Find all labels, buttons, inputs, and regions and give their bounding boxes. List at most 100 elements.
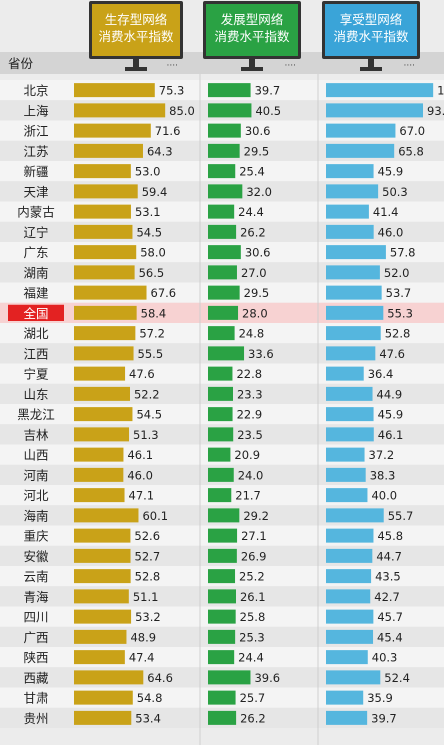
data-bar xyxy=(326,123,396,138)
data-value-label: 52.7 xyxy=(135,549,161,563)
data-bar xyxy=(326,407,374,422)
column-header-title: 发展型网络 xyxy=(221,12,284,27)
header-dots: ···· xyxy=(167,61,178,71)
data-bar xyxy=(208,528,238,543)
column-header-title: 享受型网络 xyxy=(340,12,403,27)
data-value-label: 71.6 xyxy=(155,124,181,138)
data-value-label: 33.6 xyxy=(248,347,274,361)
data-bar xyxy=(208,690,236,705)
data-value-label: 53.1 xyxy=(135,205,161,219)
data-value-label: 60.1 xyxy=(142,509,168,523)
data-bar xyxy=(326,528,374,543)
province-label: 宁夏 xyxy=(23,367,49,382)
column-header-title: 消费水平指数 xyxy=(98,29,174,44)
data-value-label: 32.0 xyxy=(246,185,272,199)
data-bar xyxy=(326,346,376,361)
data-value-label: 26.2 xyxy=(240,711,266,725)
data-value-label: 40.3 xyxy=(372,651,398,665)
data-bar xyxy=(326,589,371,604)
data-bar xyxy=(326,305,384,320)
data-bar xyxy=(208,447,231,462)
data-value-label: 26.9 xyxy=(241,549,267,563)
data-value-label: 41.4 xyxy=(373,205,399,219)
data-bar xyxy=(74,508,139,523)
data-bar xyxy=(208,670,251,685)
data-value-label: 24.4 xyxy=(238,651,264,665)
data-value-label: 39.7 xyxy=(255,84,281,98)
column-header-title: 生存型网络 xyxy=(105,12,168,27)
data-value-label: 53.7 xyxy=(386,286,412,300)
data-bar xyxy=(208,305,239,320)
data-bar xyxy=(74,670,144,685)
data-value-label: 23.3 xyxy=(237,387,263,401)
data-value-label: 30.6 xyxy=(245,246,271,260)
data-bar xyxy=(208,609,236,624)
data-bar xyxy=(74,123,151,138)
data-value-label: 93.6 xyxy=(427,104,444,118)
province-label: 重庆 xyxy=(23,529,49,544)
province-label: 广西 xyxy=(23,630,48,645)
province-label: 河北 xyxy=(23,488,49,503)
header-stand-base xyxy=(241,67,263,71)
data-value-label: 53.2 xyxy=(135,610,161,624)
data-bar xyxy=(74,650,125,665)
header-screen xyxy=(92,4,180,56)
data-value-label: 25.8 xyxy=(240,610,266,624)
data-value-label: 46.0 xyxy=(127,468,153,482)
data-bar xyxy=(208,407,233,422)
data-value-label: 50.3 xyxy=(382,185,408,199)
data-bar xyxy=(208,143,240,158)
data-bar xyxy=(74,690,133,705)
data-bar xyxy=(326,609,374,624)
data-bar xyxy=(208,123,241,138)
data-value-label: 43.5 xyxy=(375,570,401,584)
data-bar xyxy=(208,204,235,219)
data-bar xyxy=(326,427,374,442)
data-value-label: 47.6 xyxy=(379,347,405,361)
data-bar xyxy=(326,326,381,341)
data-bar xyxy=(208,488,232,503)
data-value-label: 30.6 xyxy=(245,124,271,138)
data-bar xyxy=(208,589,236,604)
province-label: 全国 xyxy=(23,306,48,321)
data-bar xyxy=(326,488,368,503)
data-bar xyxy=(326,164,374,179)
data-value-label: 29.2 xyxy=(243,509,269,523)
data-value-label: 55.5 xyxy=(138,347,164,361)
data-bar xyxy=(326,245,386,260)
data-bar xyxy=(208,629,236,644)
province-label: 西藏 xyxy=(23,670,49,685)
row-header-label: 省份 xyxy=(8,56,34,71)
data-bar xyxy=(208,710,237,725)
data-value-label: 55.3 xyxy=(387,306,413,320)
data-bar xyxy=(74,103,166,118)
data-value-label: 20.9 xyxy=(234,448,260,462)
data-value-label: 75.3 xyxy=(159,84,185,98)
data-bar xyxy=(74,326,136,341)
data-bar xyxy=(74,488,125,503)
data-value-label: 65.8 xyxy=(398,144,424,158)
data-value-label: 46.1 xyxy=(127,448,153,462)
data-value-label: 23.5 xyxy=(237,428,263,442)
header-stand-base xyxy=(125,67,147,71)
data-bar xyxy=(208,164,236,179)
data-bar xyxy=(74,204,131,219)
data-bar xyxy=(208,346,245,361)
data-value-label: 54.8 xyxy=(137,691,163,705)
column-header-title: 消费水平指数 xyxy=(214,29,290,44)
data-bar xyxy=(326,184,379,199)
column-header-title: 消费水平指数 xyxy=(333,29,409,44)
data-bar xyxy=(326,650,368,665)
data-bar xyxy=(326,569,372,584)
data-value-label: 35.9 xyxy=(367,691,393,705)
data-bar xyxy=(208,103,252,118)
data-bar xyxy=(326,508,384,523)
data-value-label: 39.6 xyxy=(254,671,280,685)
header-screen xyxy=(325,4,417,56)
province-label: 甘肃 xyxy=(23,691,48,706)
data-value-label: 57.8 xyxy=(390,246,416,260)
data-bar xyxy=(74,265,135,280)
data-bar xyxy=(208,650,235,665)
data-value-label: 55.7 xyxy=(388,509,414,523)
data-bar xyxy=(208,508,240,523)
